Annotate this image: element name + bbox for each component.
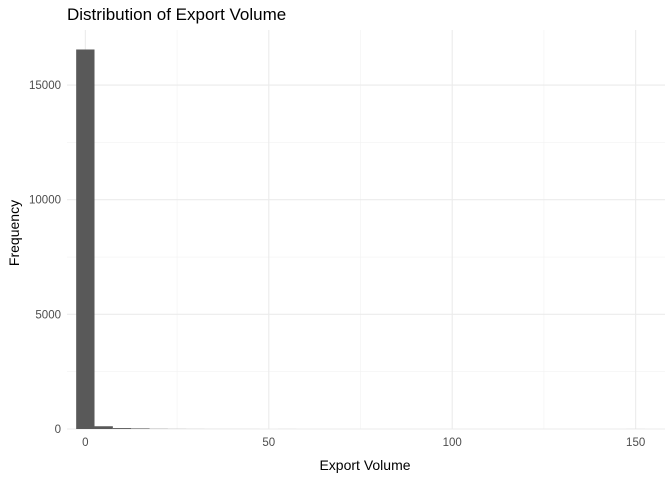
x-axis-title: Export Volume [319, 457, 410, 473]
histogram-bar [112, 428, 132, 429]
x-tick-label: 50 [262, 437, 275, 449]
histogram-bar [131, 428, 150, 429]
x-axis-ticks: 0 50 100 150 [82, 437, 645, 449]
histogram-bar [76, 49, 95, 429]
chart-title: Distribution of Export Volume [67, 5, 286, 24]
y-axis-title: Frequency [6, 200, 22, 266]
x-tick-label: 150 [626, 437, 645, 449]
y-axis-ticks: 0 5000 10000 15000 [29, 80, 61, 436]
x-tick-label: 100 [443, 437, 462, 449]
y-tick-label: 15000 [29, 80, 61, 92]
y-tick-label: 10000 [29, 195, 61, 207]
grid-lines [67, 30, 665, 430]
y-tick-label: 0 [55, 424, 61, 436]
y-tick-label: 5000 [35, 309, 61, 321]
x-tick-label: 0 [82, 437, 88, 449]
histogram-bars [76, 49, 645, 429]
histogram-bar [94, 426, 113, 429]
